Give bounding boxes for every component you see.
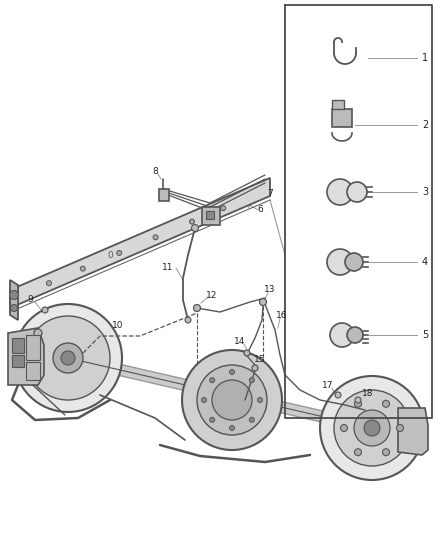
Polygon shape: [10, 178, 270, 308]
Circle shape: [347, 182, 367, 202]
Bar: [26, 335, 40, 360]
Circle shape: [221, 206, 226, 211]
Circle shape: [249, 378, 254, 383]
Polygon shape: [398, 408, 428, 455]
Text: 0: 0: [107, 251, 113, 260]
Circle shape: [340, 424, 347, 432]
Circle shape: [320, 376, 424, 480]
Circle shape: [197, 365, 267, 435]
Text: 5: 5: [422, 330, 428, 340]
Circle shape: [26, 316, 110, 400]
Circle shape: [382, 449, 389, 456]
Text: 13: 13: [264, 286, 276, 295]
Text: 18: 18: [362, 389, 374, 398]
Circle shape: [194, 304, 201, 311]
Text: 3: 3: [422, 187, 428, 197]
Text: 1: 1: [422, 53, 428, 63]
Circle shape: [14, 304, 122, 412]
Circle shape: [53, 343, 83, 373]
Circle shape: [327, 179, 353, 205]
Circle shape: [201, 398, 206, 402]
Text: 14: 14: [234, 337, 246, 346]
Bar: [202, 207, 220, 225]
Polygon shape: [8, 328, 44, 385]
Circle shape: [182, 350, 282, 450]
Circle shape: [252, 365, 258, 371]
Text: 7: 7: [267, 189, 273, 198]
Circle shape: [355, 397, 361, 403]
Text: 4: 4: [422, 257, 428, 267]
Polygon shape: [10, 280, 18, 320]
Circle shape: [190, 219, 194, 224]
Bar: [206, 211, 214, 219]
Circle shape: [347, 327, 363, 343]
Text: 9: 9: [27, 295, 33, 304]
Circle shape: [80, 266, 85, 271]
Bar: [12, 355, 24, 367]
Circle shape: [335, 392, 341, 398]
Circle shape: [210, 417, 215, 422]
Circle shape: [61, 351, 75, 365]
Text: 8: 8: [152, 167, 158, 176]
Circle shape: [210, 378, 215, 383]
Circle shape: [327, 249, 353, 275]
Circle shape: [230, 369, 234, 375]
Circle shape: [345, 253, 363, 271]
Circle shape: [153, 235, 158, 240]
Circle shape: [212, 380, 252, 420]
Text: 11: 11: [162, 263, 174, 272]
Circle shape: [46, 281, 52, 286]
Bar: [159, 189, 169, 201]
Circle shape: [117, 251, 122, 255]
Circle shape: [354, 449, 361, 456]
Circle shape: [330, 323, 354, 347]
Text: 12: 12: [206, 290, 218, 300]
Circle shape: [354, 400, 361, 407]
Circle shape: [34, 329, 42, 337]
Circle shape: [191, 224, 198, 231]
Bar: [332, 100, 344, 109]
Bar: [12, 338, 24, 353]
Bar: [26, 362, 40, 380]
Text: 2: 2: [422, 120, 428, 130]
Circle shape: [185, 317, 191, 323]
Circle shape: [244, 350, 250, 356]
Text: 6: 6: [257, 206, 263, 214]
Circle shape: [10, 290, 18, 300]
Circle shape: [354, 410, 390, 446]
Circle shape: [396, 424, 403, 432]
Text: 17: 17: [322, 381, 334, 390]
Circle shape: [249, 417, 254, 422]
Circle shape: [334, 390, 410, 466]
Bar: [332, 109, 352, 127]
Circle shape: [364, 420, 380, 436]
Text: 15: 15: [254, 356, 266, 365]
Circle shape: [259, 298, 266, 305]
Text: 10: 10: [112, 320, 124, 329]
Text: 16: 16: [276, 311, 288, 319]
Circle shape: [42, 307, 48, 313]
Circle shape: [11, 304, 18, 311]
Circle shape: [230, 425, 234, 431]
Circle shape: [258, 398, 262, 402]
Circle shape: [382, 400, 389, 407]
